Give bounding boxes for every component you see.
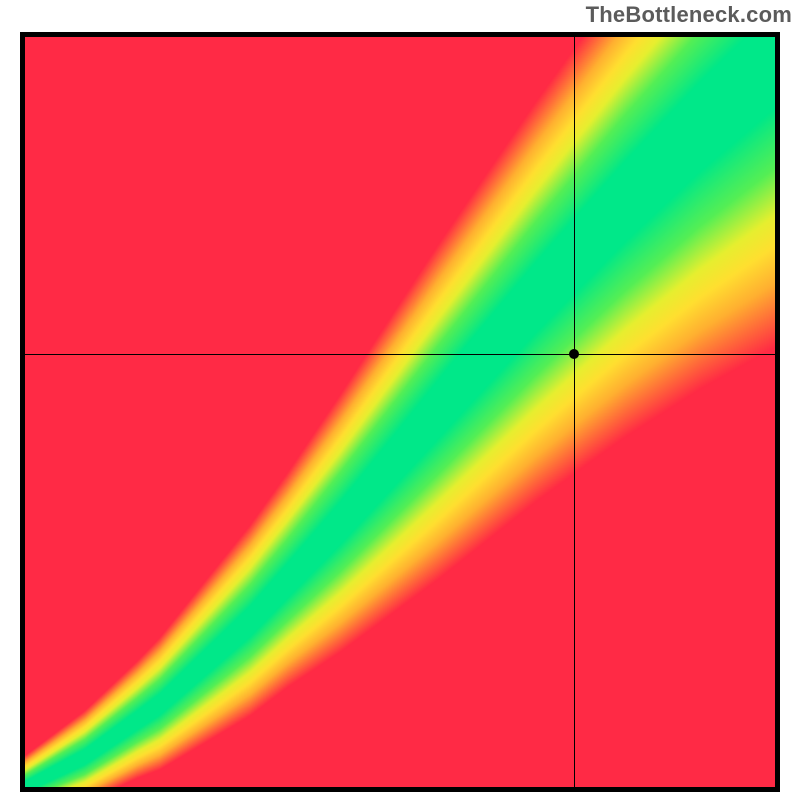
brand-label: TheBottleneck.com: [586, 2, 792, 28]
crosshair-vertical: [574, 37, 575, 787]
plot-area: [20, 32, 780, 792]
chart-container: TheBottleneck.com: [0, 0, 800, 800]
crosshair-horizontal: [25, 354, 775, 355]
heatmap-canvas: [25, 37, 775, 787]
